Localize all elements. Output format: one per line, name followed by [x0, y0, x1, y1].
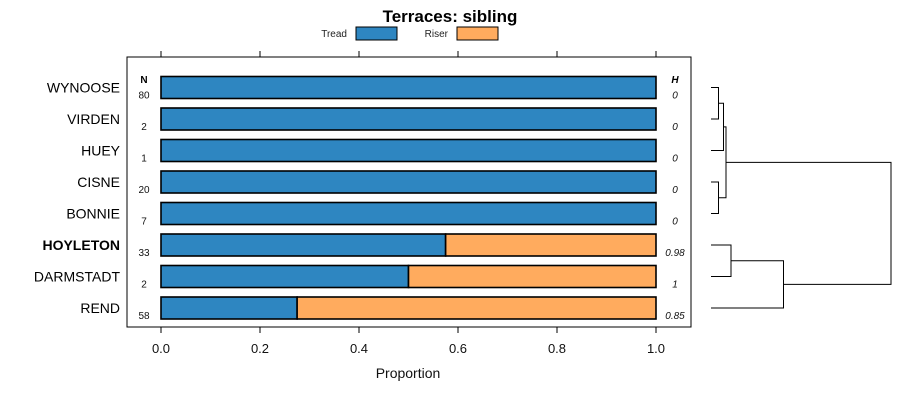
- category-label: VIRDEN: [67, 111, 120, 127]
- x-axis-label: Proportion: [376, 365, 441, 381]
- bar-tread: [160, 107, 657, 131]
- x-tick-label: 0.0: [152, 341, 170, 356]
- category-label: DARMSTADT: [34, 269, 121, 285]
- n-value: 58: [138, 311, 150, 322]
- x-tick-label: 0.8: [548, 341, 566, 356]
- dendrogram-branch: [711, 244, 732, 277]
- h-value: 0: [672, 217, 678, 228]
- dendrogram-branch: [711, 87, 719, 120]
- n-value: 7: [141, 217, 147, 228]
- category-label: BONNIE: [66, 206, 120, 222]
- h-value: 0: [672, 122, 678, 133]
- legend-swatch-tread: [355, 26, 398, 41]
- bar-row-darmstadt: DARMSTADT 2 1: [34, 264, 678, 291]
- bar-tread: [160, 75, 657, 100]
- dendrogram: [711, 87, 892, 309]
- bar-tread: [160, 233, 447, 257]
- bar-row-bonnie: BONNIE 7 0: [66, 201, 678, 228]
- dendrogram-branch: [726, 161, 892, 285]
- legend-label-tread: Tread: [321, 29, 347, 40]
- n-column-header: N: [140, 75, 147, 86]
- bar-tread: [160, 170, 657, 194]
- x-tick-label: 0.4: [350, 341, 368, 356]
- bar-tread: [160, 296, 298, 320]
- bar-row-virden: VIRDEN 2 0: [67, 107, 678, 133]
- n-value: 2: [141, 122, 147, 133]
- n-value: 1: [141, 154, 147, 165]
- dendrogram-branch: [711, 102, 724, 151]
- h-value: 0: [672, 91, 678, 102]
- h-value: 0.98: [665, 248, 685, 259]
- h-value: 0.85: [665, 311, 685, 322]
- x-tick-label: 1.0: [647, 341, 665, 356]
- n-value: 20: [138, 185, 150, 196]
- bar-riser: [296, 296, 657, 320]
- h-column-header: H: [671, 75, 679, 86]
- legend: Tread Riser: [321, 26, 499, 41]
- plot-frame: [126, 56, 692, 328]
- category-label: REND: [80, 300, 120, 316]
- bar-row-cisne: CISNE 20 0: [77, 170, 678, 196]
- bar-tread: [160, 201, 657, 226]
- bar-row-hoyleton: HOYLETON 33 0.98: [42, 233, 685, 259]
- x-tick-label: 0.6: [449, 341, 467, 356]
- category-label: CISNE: [77, 174, 120, 190]
- h-value: 0: [672, 154, 678, 165]
- dendrogram-branch: [718, 126, 727, 199]
- n-value: 80: [138, 91, 150, 102]
- h-value: 1: [672, 280, 678, 291]
- dendrogram-branch: [711, 260, 784, 309]
- n-value: 2: [141, 280, 147, 291]
- dendrogram-branch: [711, 181, 719, 214]
- chart-title: Terraces: sibling: [383, 7, 518, 26]
- category-label: WYNOOSE: [47, 80, 120, 96]
- x-tick-label: 0.2: [251, 341, 269, 356]
- bar-riser: [407, 264, 657, 289]
- bar-riser: [444, 233, 657, 257]
- category-label: HUEY: [81, 143, 121, 159]
- bar-tread: [160, 138, 657, 163]
- bar-row-huey: HUEY 1 0: [81, 138, 678, 165]
- h-value: 0: [672, 185, 678, 196]
- bar-row-wynoose: WYNOOSE 80 0: [47, 75, 678, 102]
- bar-tread: [160, 264, 410, 289]
- n-value: 33: [138, 248, 150, 259]
- legend-label-riser: Riser: [425, 29, 449, 40]
- bar-row-rend: REND 58 0.85: [80, 296, 685, 322]
- legend-swatch-riser: [456, 26, 499, 41]
- category-label: HOYLETON: [42, 237, 120, 253]
